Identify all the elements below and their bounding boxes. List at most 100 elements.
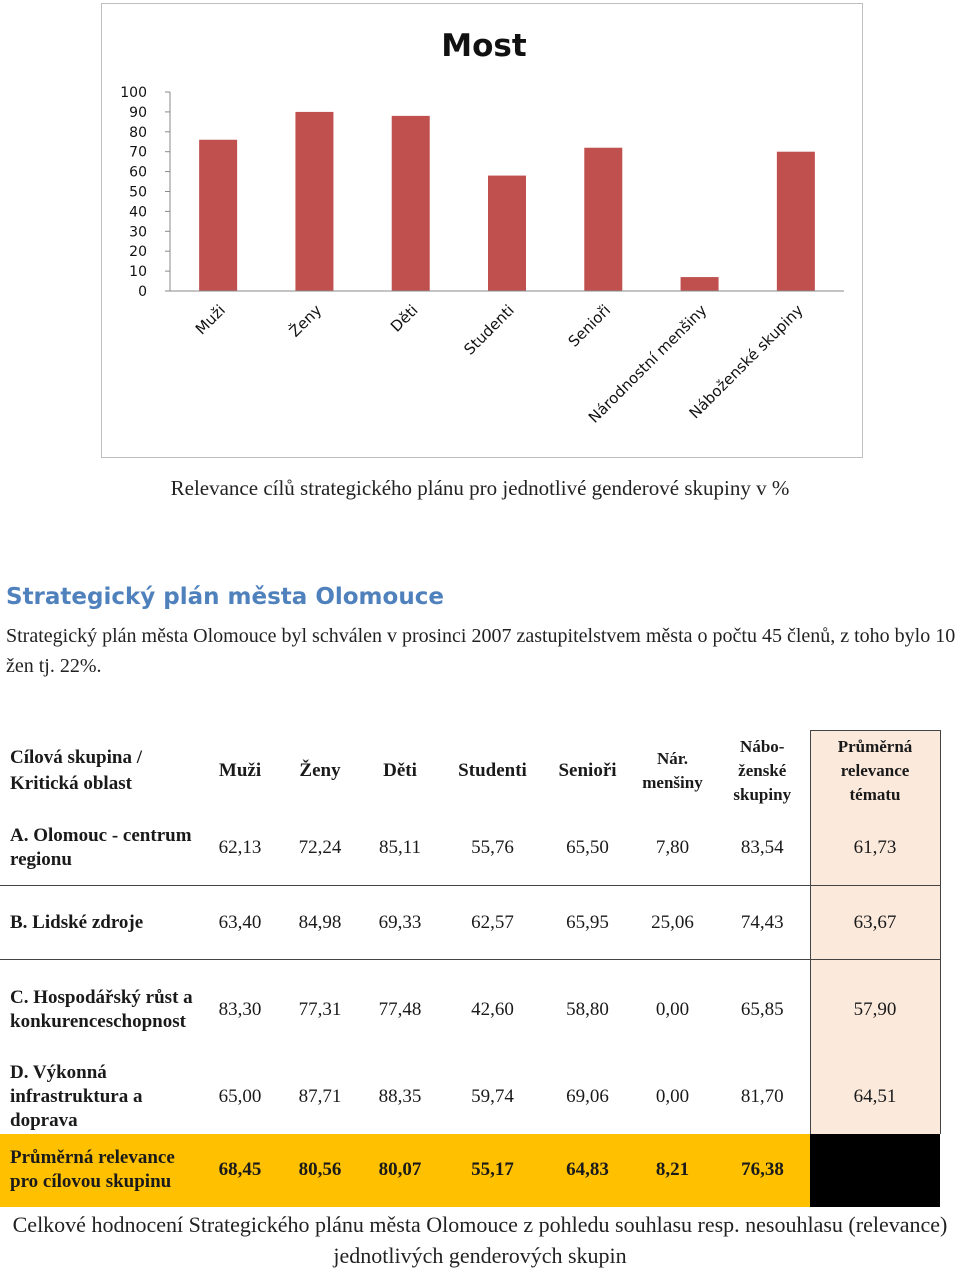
cell-avg: 57,90 bbox=[809, 959, 941, 1060]
cell-nab-skupiny: 65,85 bbox=[715, 959, 810, 1060]
table-header-row: Cílová skupina / Kritická oblast Muži Že… bbox=[0, 730, 941, 811]
bar-chart-svg: Most 0 10 20 30 40 50 60 70 80 90 100 Muži Ženy Děti… bbox=[120, 28, 844, 427]
cell-studenti: 55,76 bbox=[471, 836, 514, 858]
bar-chart: Most 0 10 20 30 40 50 60 70 80 90 100 Muži Ženy Děti… bbox=[101, 3, 863, 458]
bar bbox=[199, 139, 238, 291]
chart-title: Most bbox=[441, 28, 527, 64]
header-avg-line2: relevance bbox=[840, 760, 910, 780]
cell-deti: 88,35 bbox=[378, 1085, 422, 1107]
row-label: C. Hospodářský růst a konkurenceschopnos… bbox=[0, 959, 200, 1060]
header-seniori: Senioři bbox=[558, 759, 617, 781]
relevance-table: Cílová skupina / Kritická oblast Muži Že… bbox=[0, 730, 941, 1207]
y-tick-label: 70 bbox=[129, 145, 147, 161]
y-tick-label: 90 bbox=[129, 105, 147, 121]
cell-nar-mensiny: 7,80 bbox=[655, 836, 690, 858]
header-narodnostni-mensiny: Nár. menšiny bbox=[630, 731, 715, 811]
cell-seniori: 65,95 bbox=[545, 885, 630, 960]
cell-seniori: 65,50 bbox=[566, 836, 609, 858]
cell-studenti: 62,57 bbox=[440, 885, 545, 960]
section-heading: Strategický plán města Olomouce bbox=[6, 584, 444, 610]
header-studenti: Studenti bbox=[458, 759, 527, 781]
y-tick-label: 60 bbox=[129, 165, 147, 181]
header-nar-line1: Nár. bbox=[656, 748, 688, 768]
y-tick-label: 40 bbox=[129, 204, 147, 220]
y-tick-label: 10 bbox=[129, 264, 147, 280]
header-deti: Děti bbox=[383, 759, 417, 781]
footer-caption: Celkové hodnocení Strategického plánu mě… bbox=[12, 1212, 948, 1268]
cell-deti: 85,11 bbox=[378, 836, 422, 858]
table-row: B. Lidské zdroje 63,40 84,98 69,33 62,57… bbox=[0, 885, 941, 960]
header-nab-line3: skupiny bbox=[733, 784, 792, 804]
avg-cell-zeny: 80,56 bbox=[280, 1133, 360, 1207]
header-nabozenske-skupiny: Nábo- ženské skupiny bbox=[715, 731, 810, 811]
y-tick-label: 20 bbox=[129, 244, 147, 260]
cell-studenti: 59,74 bbox=[471, 1085, 514, 1107]
cell-zeny: 87,71 bbox=[298, 1085, 342, 1107]
bar bbox=[584, 147, 623, 291]
bar bbox=[295, 111, 334, 292]
avg-cell-muzi: 68,45 bbox=[200, 1133, 280, 1207]
y-tick-label: 0 bbox=[138, 284, 147, 300]
x-category-label: Děti bbox=[387, 301, 422, 336]
cell-zeny: 84,98 bbox=[280, 885, 360, 960]
x-category-label: Studenti bbox=[460, 301, 517, 358]
cell-seniori: 58,80 bbox=[545, 959, 630, 1060]
header-muzi: Muži bbox=[218, 759, 262, 781]
black-corner-cell bbox=[810, 1133, 940, 1207]
avg-cell-seniori: 64,83 bbox=[545, 1133, 630, 1207]
y-tick-label: 30 bbox=[129, 224, 147, 240]
cell-avg: 63,67 bbox=[809, 885, 941, 960]
x-category-label: Ženy bbox=[285, 300, 325, 340]
header-zeny: Ženy bbox=[299, 759, 341, 781]
table-row: A. Olomouc - centrum regionu 62,13 72,24… bbox=[0, 810, 941, 886]
cell-nar-mensiny: 0,00 bbox=[630, 959, 715, 1060]
bar bbox=[680, 277, 719, 291]
avg-cell-deti: 80,07 bbox=[360, 1133, 440, 1207]
row-label: D. Výkonná infrastruktura a doprava bbox=[10, 1061, 143, 1131]
header-nar-line2: menšiny bbox=[642, 772, 703, 792]
cell-deti: 77,48 bbox=[360, 959, 440, 1060]
cell-nab-skupiny: 83,54 bbox=[740, 836, 784, 858]
row-label: B. Lidské zdroje bbox=[0, 885, 200, 960]
cell-zeny: 72,24 bbox=[298, 836, 342, 858]
header-label-cell: Cílová skupina / Kritická oblast bbox=[0, 731, 200, 811]
y-tick-label: 100 bbox=[120, 85, 147, 101]
header-avg-line3: tématu bbox=[849, 784, 901, 804]
avg-cell-nab-skupiny: 76,38 bbox=[715, 1133, 810, 1207]
chart-caption: Relevance cílů strategického plánu pro j… bbox=[170, 476, 790, 500]
bar bbox=[488, 175, 526, 291]
cell-studenti: 42,60 bbox=[440, 959, 545, 1060]
average-row: Průměrná relevance pro cílovou skupinu 6… bbox=[0, 1133, 940, 1207]
cell-avg: 61,73 bbox=[809, 810, 941, 886]
header-nab-line1: Nábo- bbox=[740, 736, 785, 756]
cell-zeny: 77,31 bbox=[280, 959, 360, 1060]
cell-muzi: 62,13 bbox=[218, 836, 262, 858]
cell-deti: 69,33 bbox=[360, 885, 440, 960]
header-label-line2: Kritická oblast bbox=[10, 772, 132, 794]
bar bbox=[391, 115, 430, 291]
avg-cell-nar-mensiny: 8,21 bbox=[630, 1133, 715, 1207]
y-tick-label: 50 bbox=[129, 185, 147, 201]
header-prumerna-relevance: Průměrná relevance tématu bbox=[809, 730, 941, 811]
bar bbox=[776, 151, 815, 291]
cell-muzi: 83,30 bbox=[200, 959, 280, 1060]
cell-nab-skupiny: 81,70 bbox=[740, 1085, 784, 1107]
average-row-label: Průměrná relevance pro cílovou skupinu bbox=[0, 1133, 200, 1207]
table-row: D. Výkonná infrastruktura a doprava 65,0… bbox=[0, 1059, 941, 1134]
header-avg-line1: Průměrná bbox=[837, 736, 913, 756]
cell-nar-mensiny: 25,06 bbox=[630, 885, 715, 960]
header-label-line1: Cílová skupina / bbox=[10, 746, 142, 768]
cell-nab-skupiny: 74,43 bbox=[715, 885, 810, 960]
cell-muzi: 63,40 bbox=[200, 885, 280, 960]
cell-nar-mensiny: 0,00 bbox=[655, 1085, 690, 1107]
table-row: C. Hospodářský růst a konkurenceschopnos… bbox=[0, 959, 941, 1060]
cell-avg: 64,51 bbox=[809, 1059, 941, 1134]
avg-cell-studenti: 55,17 bbox=[440, 1133, 545, 1207]
y-tick-label: 80 bbox=[129, 125, 147, 141]
section-body: Strategický plán města Olomouce byl schv… bbox=[6, 625, 956, 677]
row-label: A. Olomouc - centrum regionu bbox=[10, 824, 192, 870]
cell-seniori: 69,06 bbox=[566, 1085, 609, 1107]
header-nab-line2: ženské bbox=[738, 760, 787, 780]
x-category-label: Muži bbox=[192, 301, 229, 338]
cell-muzi: 65,00 bbox=[218, 1085, 262, 1107]
